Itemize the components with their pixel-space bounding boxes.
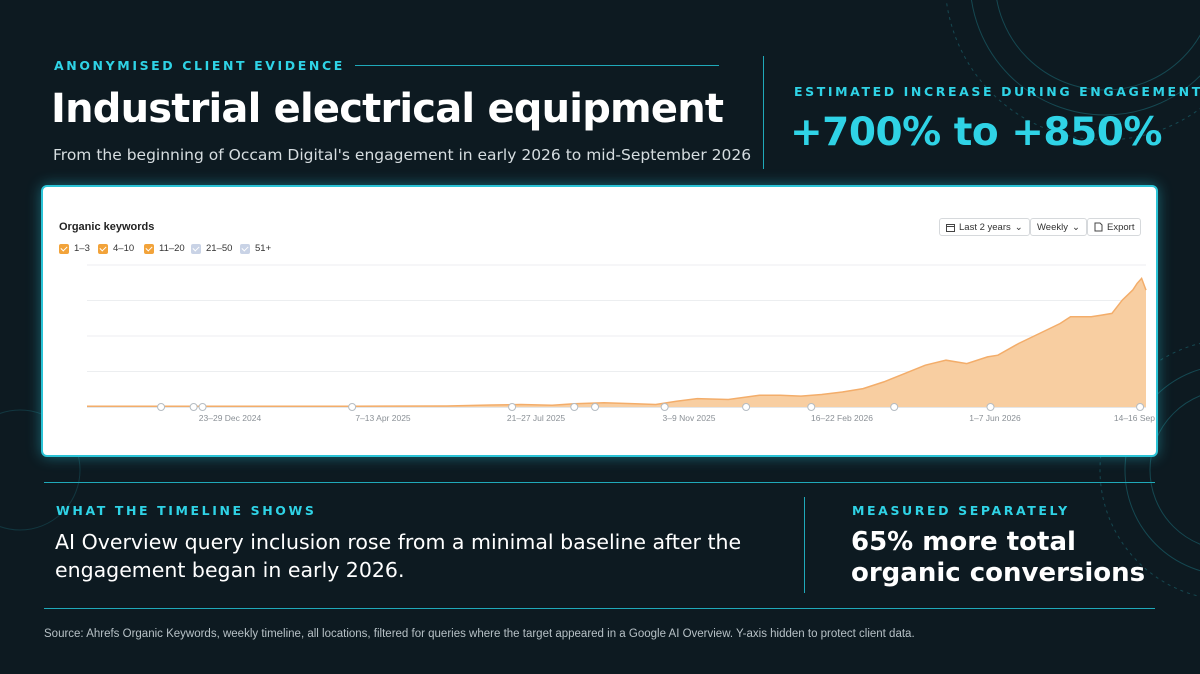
legend-checkbox[interactable] <box>144 243 154 254</box>
x-tick-label: 3–9 Nov 2025 <box>663 413 716 423</box>
source-note: Source: Ahrefs Organic Keywords, weekly … <box>44 628 915 640</box>
calendar-icon <box>946 223 955 232</box>
annotation-marker[interactable] <box>348 403 357 411</box>
export-label: Export <box>1107 221 1135 233</box>
stat-value: +700% to +850% <box>790 110 1162 155</box>
date-range-dropdown[interactable]: Last 2 years ⌄ <box>939 218 1030 236</box>
x-tick-label: 14–16 Sep <box>1114 413 1155 423</box>
annotation-marker[interactable] <box>508 403 517 411</box>
annotation-marker[interactable] <box>189 403 198 411</box>
x-tick-label: 16–22 Feb 2026 <box>811 413 873 423</box>
legend-label: 11–20 <box>159 243 185 254</box>
header-kicker-rule <box>355 65 719 66</box>
legend-item-11-20[interactable]: 11–20 <box>144 243 185 254</box>
legend-label: 4–10 <box>113 243 135 254</box>
x-tick-label: 7–13 Apr 2025 <box>355 413 411 423</box>
timeline-kicker: WHAT THE TIMELINE SHOWS <box>56 503 317 518</box>
measured-body: 65% more total organic conversions <box>851 527 1146 588</box>
annotation-marker[interactable] <box>890 403 899 411</box>
annotation-marker[interactable] <box>742 403 751 411</box>
legend-checkbox[interactable] <box>240 243 250 254</box>
legend-checkbox[interactable] <box>98 243 108 254</box>
page-subtitle: From the beginning of Occam Digital's en… <box>53 146 752 164</box>
annotation-marker[interactable] <box>660 403 669 411</box>
series-area <box>87 278 1146 407</box>
annotation-marker[interactable] <box>570 403 579 411</box>
legend-item-1-3[interactable]: 1–3 <box>59 243 90 254</box>
measured-kicker: MEASURED SEPARATELY <box>852 503 1070 518</box>
chevron-down-icon: ⌄ <box>1014 221 1023 233</box>
chart-panel: Organic keywords 1–3 4–10 11–20 21–50 51… <box>41 185 1158 457</box>
x-tick-label: 1–7 Jun 2026 <box>969 413 1021 423</box>
annotation-marker[interactable] <box>591 403 600 411</box>
legend-label: 21–50 <box>206 243 233 254</box>
chart-title: Organic keywords <box>59 221 155 233</box>
interval-label: Weekly <box>1037 221 1068 233</box>
series-line <box>87 276 1147 407</box>
page-title: Industrial electrical equipment <box>51 86 724 132</box>
header-kicker: ANONYMISED CLIENT EVIDENCE <box>54 58 345 73</box>
x-tick-label: 23–29 Dec 2024 <box>199 413 262 423</box>
interval-dropdown[interactable]: Weekly ⌄ <box>1030 218 1087 236</box>
legend-item-51-plus[interactable]: 51+ <box>240 243 271 254</box>
legend-checkbox[interactable] <box>59 243 69 254</box>
date-range-label: Last 2 years <box>959 221 1011 233</box>
annotation-marker[interactable] <box>1136 403 1145 411</box>
x-tick-label: 21–27 Jul 2025 <box>507 413 565 423</box>
annotation-marker[interactable] <box>807 403 816 411</box>
timeline-body: AI Overview query inclusion rose from a … <box>55 530 742 582</box>
section-rule-top <box>44 482 1155 483</box>
export-icon <box>1094 222 1103 232</box>
legend-checkbox[interactable] <box>191 243 201 254</box>
legend-label: 51+ <box>255 243 272 254</box>
annotation-marker[interactable] <box>198 403 207 411</box>
stat-kicker: ESTIMATED INCREASE DURING ENGAGEMENT <box>794 84 1200 99</box>
lower-divider <box>804 497 805 593</box>
header-divider <box>763 56 764 169</box>
export-button[interactable]: Export <box>1087 218 1142 236</box>
legend-item-4-10[interactable]: 4–10 <box>98 243 134 254</box>
legend-label: 1–3 <box>74 243 90 254</box>
area-chart: 23–29 Dec 2024 7–13 Apr 2025 21–27 Jul 202… <box>87 264 1155 423</box>
annotation-marker[interactable] <box>157 403 166 411</box>
section-rule-bottom <box>44 608 1155 609</box>
annotation-marker[interactable] <box>986 403 995 411</box>
legend-item-21-50[interactable]: 21–50 <box>191 243 232 254</box>
chevron-down-icon: ⌄ <box>1071 221 1080 233</box>
